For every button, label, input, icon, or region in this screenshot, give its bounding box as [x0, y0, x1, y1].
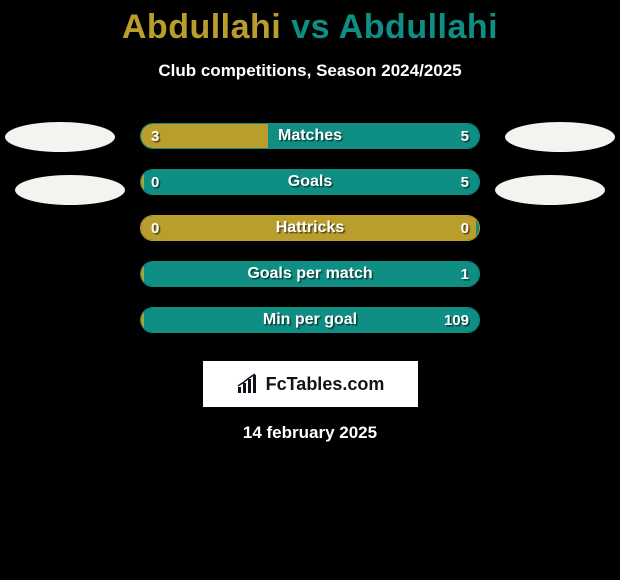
logo-text: FcTables.com: [266, 374, 385, 395]
bar-right-fill: [268, 124, 479, 148]
stat-bar: 05Goals: [140, 169, 480, 195]
bar-right-fill: [476, 216, 479, 240]
stat-row: 109Min per goal: [0, 297, 620, 343]
chart-icon: [236, 373, 260, 395]
bar-right-fill: [144, 308, 479, 332]
stat-bar: 35Matches: [140, 123, 480, 149]
title-vs: vs: [291, 8, 330, 46]
stat-row: 00Hattricks: [0, 205, 620, 251]
title-right: Abdullahi: [339, 8, 498, 46]
bar-left-fill: [141, 124, 268, 148]
avatar-right: [495, 175, 605, 205]
avatar-left: [15, 175, 125, 205]
bar-right-fill: [144, 170, 479, 194]
stat-bar: 109Min per goal: [140, 307, 480, 333]
stat-bar: 1Goals per match: [140, 261, 480, 287]
stat-bar: 00Hattricks: [140, 215, 480, 241]
logo-box: FcTables.com: [203, 361, 418, 407]
page-title: Abdullahi vs Abdullahi: [0, 0, 620, 47]
bar-right-fill: [144, 262, 479, 286]
avatar-right: [505, 122, 615, 152]
bar-left-fill: [141, 216, 476, 240]
date: 14 february 2025: [0, 423, 620, 443]
title-left: Abdullahi: [122, 8, 281, 46]
subtitle: Club competitions, Season 2024/2025: [0, 61, 620, 81]
stat-row: 1Goals per match: [0, 251, 620, 297]
avatar-left: [5, 122, 115, 152]
